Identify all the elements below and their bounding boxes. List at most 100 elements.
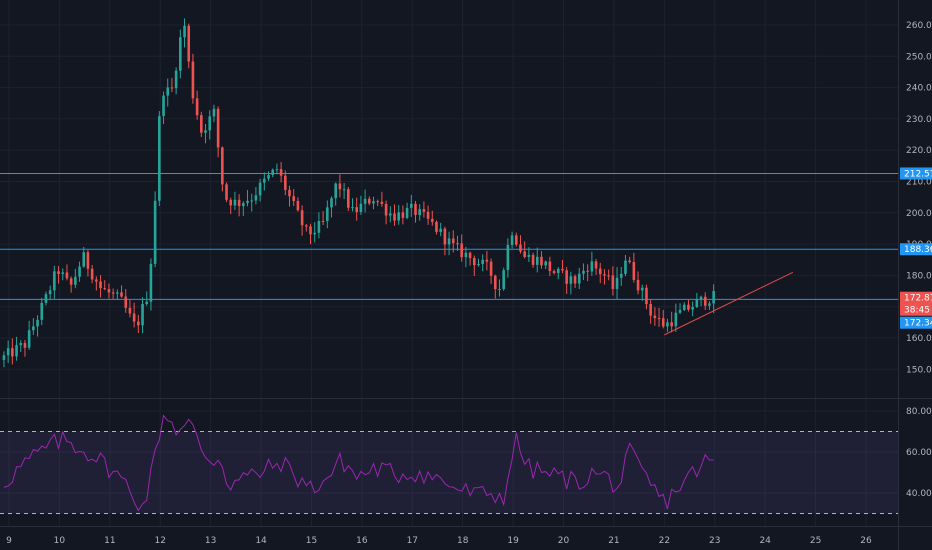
candle-body [485, 259, 489, 262]
last-price-label: 172.87 [904, 294, 932, 304]
candle-body [565, 270, 568, 284]
candle-body [145, 301, 149, 304]
candle-body [556, 268, 560, 274]
candle-body [263, 178, 266, 183]
candle-body [128, 307, 132, 314]
candle-body [187, 25, 191, 62]
trendline[interactable] [664, 271, 794, 336]
candle-body [208, 116, 212, 131]
candle-body [561, 268, 564, 271]
candle-body [397, 212, 400, 221]
candle-body [288, 189, 291, 197]
time-tick-label: 20 [558, 536, 570, 546]
candle-body [598, 268, 602, 275]
candle-body [6, 348, 10, 356]
candle-body [212, 108, 216, 117]
candle-body [699, 296, 703, 300]
candle-body [640, 287, 644, 291]
candle-body [552, 271, 556, 274]
candle-body [204, 130, 207, 133]
time-tick-label: 10 [54, 536, 66, 546]
candle-body [619, 273, 623, 278]
candle-body [632, 262, 636, 280]
candle-body [653, 315, 657, 319]
candle-body [242, 203, 245, 207]
candle-body [519, 244, 522, 252]
candle-body [342, 189, 346, 191]
price-tick-label: 160.00 [906, 334, 932, 344]
candle-body [225, 184, 228, 200]
candle-body [384, 203, 388, 216]
candle-body [594, 261, 598, 269]
candle-body [179, 37, 182, 71]
candle-body [254, 195, 258, 201]
candle-body [661, 318, 665, 327]
candle-body [153, 200, 157, 264]
candle-body [376, 201, 379, 203]
candle-body [447, 238, 451, 245]
candle-body [275, 169, 279, 171]
rsi-scale[interactable]: 40.00 60.00 80.00 [906, 407, 932, 499]
level-badge-2-label: 172.34 [904, 319, 932, 329]
candle-body [523, 251, 526, 257]
candle-body [32, 326, 35, 331]
level-badge-2-bg [900, 316, 932, 329]
candle-body [166, 87, 170, 96]
candle-body [649, 303, 652, 316]
candle-body [477, 264, 480, 266]
rsi-line [3, 414, 714, 512]
time-tick-label: 18 [457, 536, 469, 546]
rsi-band-fill [0, 431, 898, 514]
rsi-tick-label: 40.00 [906, 489, 932, 499]
candle-body [82, 252, 86, 267]
candle-body [271, 169, 275, 176]
candle-body [628, 260, 631, 263]
candle-body [250, 200, 254, 202]
time-tick-label: 16 [356, 536, 368, 546]
candle-body [300, 210, 304, 226]
candle-body [531, 254, 535, 265]
candle-body [2, 355, 6, 360]
candle-body [61, 272, 65, 274]
time-tick-label: 21 [608, 536, 619, 546]
price-tick-label: 220.00 [906, 146, 932, 156]
candle-body [540, 256, 543, 266]
candle-body [577, 273, 581, 284]
candle-body [86, 252, 90, 269]
level-badge-0-label: 212.57 [904, 169, 932, 179]
candle-body [162, 95, 165, 117]
candle-body [355, 207, 359, 212]
candle-body [334, 183, 338, 199]
candle-body [149, 263, 153, 302]
time-tick-label: 11 [104, 536, 115, 546]
candle-body [582, 270, 585, 274]
candle-body [607, 275, 610, 277]
candle-body [200, 115, 203, 133]
candle-body [221, 147, 224, 185]
candle-body [309, 226, 312, 235]
candle-body [170, 87, 174, 89]
candle-body [703, 296, 707, 306]
candle-body [23, 343, 27, 348]
time-tick-label: 17 [407, 536, 418, 546]
time-tick-label: 22 [659, 536, 670, 546]
candle-body [317, 221, 321, 233]
trendline-group[interactable] [664, 271, 794, 336]
candle-body [351, 207, 354, 209]
rsi-series [3, 414, 714, 512]
candle-body [682, 304, 686, 311]
candle-body [19, 343, 23, 346]
candle-body [321, 221, 325, 223]
candle-body [439, 228, 442, 232]
candle-body [78, 266, 81, 277]
candle-body [292, 196, 296, 201]
time-tick-label: 26 [860, 536, 872, 546]
candle-body [367, 198, 371, 204]
time-scale[interactable]: 9 10 11 12 13 14 15 16 17 18 19 20 21 22 23 24 25 26 [6, 536, 872, 546]
time-tick-label: 13 [205, 536, 216, 546]
candle-body [330, 198, 333, 208]
rsi-tick-label: 60.00 [906, 448, 932, 458]
candle-body [544, 261, 547, 266]
candle-body [237, 199, 241, 207]
